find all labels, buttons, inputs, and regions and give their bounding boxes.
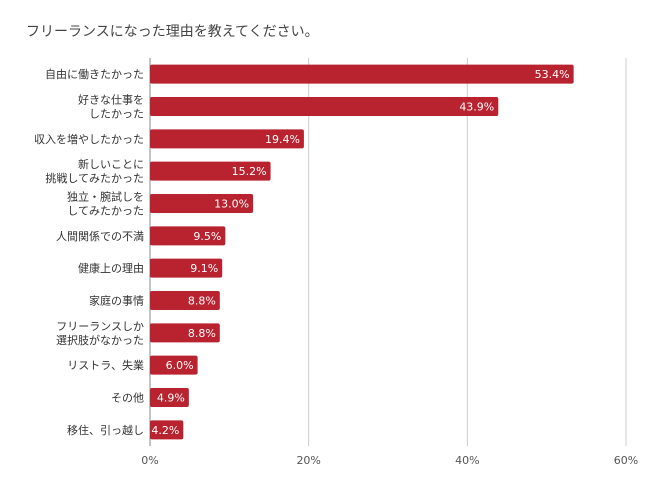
data-label: 9.1% (190, 262, 218, 275)
category-label: 新しいことに挑戦してみたかった (45, 157, 144, 185)
data-label: 9.5% (193, 230, 221, 243)
bar (150, 129, 304, 149)
bar (150, 388, 189, 407)
category-label: 好きな仕事をしたかった (78, 93, 144, 121)
data-label: 13.0% (214, 198, 249, 211)
chart-title: フリーランスになった理由を教えてください。 (26, 24, 319, 40)
data-label: 8.8% (188, 295, 216, 308)
category-label: 収入を増やしたかった (34, 133, 144, 146)
data-label: 6.0% (166, 359, 194, 372)
bar (150, 291, 220, 310)
data-label: 15.2% (232, 165, 267, 178)
bar (150, 161, 271, 181)
x-tick-label: 0% (141, 454, 158, 467)
bar (150, 258, 223, 278)
category-label: 自由に働きたかった (45, 67, 144, 81)
x-tick-label: 40% (455, 454, 479, 467)
bar (150, 97, 499, 116)
category-label: リストラ、失業 (67, 359, 144, 372)
data-label: 43.9% (459, 101, 494, 114)
bar (150, 420, 184, 440)
data-label: 19.4% (265, 133, 300, 146)
data-label: 4.2% (151, 424, 179, 437)
x-tick-label: 20% (296, 454, 320, 467)
bar (150, 323, 220, 343)
category-label: 健康上の理由 (78, 261, 144, 275)
bar (150, 355, 198, 375)
category-label: 独立・腕試しをしてみたかった (67, 190, 144, 218)
bar (150, 64, 574, 84)
category-label: 人間関係での不満 (56, 230, 144, 243)
category-label: フリーランスしか選択肢がなかった (56, 320, 144, 347)
category-label: 家庭の事情 (89, 294, 144, 308)
data-label: 8.8% (188, 327, 216, 340)
data-label: 4.9% (157, 392, 185, 405)
data-label: 53.4% (535, 68, 570, 81)
bar (150, 194, 254, 213)
x-tick-label: 60% (614, 454, 638, 467)
category-label: その他 (111, 392, 144, 405)
category-label: 移住、引っ越し (67, 423, 144, 437)
bar (150, 226, 226, 246)
